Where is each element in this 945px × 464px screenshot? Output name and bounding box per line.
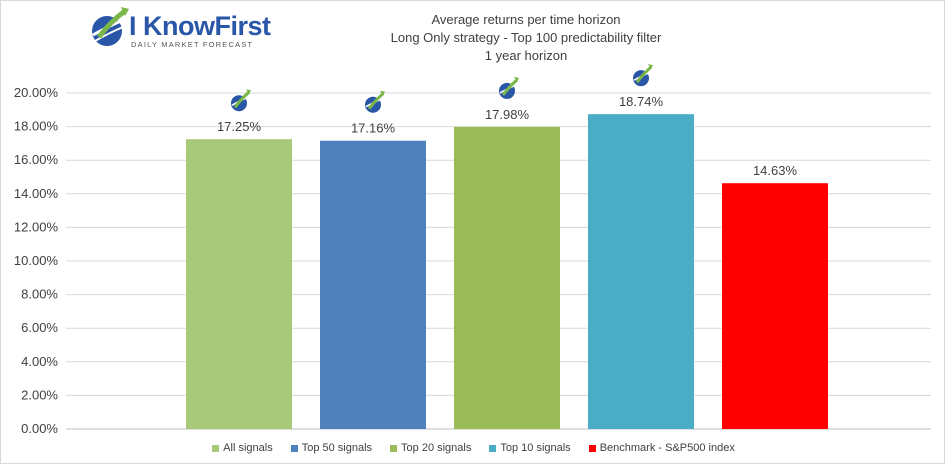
y-tick-label: 0.00% bbox=[21, 421, 58, 436]
bar bbox=[722, 183, 828, 429]
bar bbox=[186, 139, 292, 429]
legend-item: Top 50 signals bbox=[290, 442, 373, 454]
legend-swatch bbox=[588, 444, 596, 452]
bar-chart-plot: 0.00% 2.00% 4.00% 6.00% 8.00% 10.00% 12.00% 14.… bbox=[14, 64, 931, 436]
legend-swatch bbox=[390, 444, 398, 452]
y-tick-label: 2.00% bbox=[21, 387, 58, 402]
legend-label: Benchmark - S&P500 index bbox=[599, 442, 735, 454]
bar-data-label: 17.98% bbox=[485, 107, 530, 122]
legend-swatch bbox=[290, 444, 298, 452]
chart-title: Average returns per time horizon bbox=[431, 12, 621, 27]
legend-label: Top 10 signals bbox=[500, 442, 571, 454]
legend-label: Top 20 signals bbox=[401, 442, 472, 454]
logo-globe-icon bbox=[92, 7, 129, 46]
legend-swatch bbox=[212, 444, 220, 452]
bar-logo-icon bbox=[365, 90, 385, 113]
y-tick-label: 6.00% bbox=[21, 320, 58, 335]
logo-wordmark: I KnowFirst bbox=[129, 11, 271, 41]
bar-data-label: 17.16% bbox=[351, 121, 396, 136]
y-tick-label: 14.00% bbox=[14, 186, 59, 201]
bar-logo-icon bbox=[499, 76, 519, 99]
legend-item: Benchmark - S&P500 index bbox=[588, 442, 735, 454]
y-tick-label: 4.00% bbox=[21, 354, 58, 369]
bar-data-label: 17.25% bbox=[217, 119, 262, 134]
bar-data-label: 14.63% bbox=[753, 163, 798, 178]
legend-label: All signals bbox=[223, 442, 273, 454]
legend-label: Top 50 signals bbox=[301, 442, 373, 454]
bar bbox=[588, 114, 694, 429]
legend-swatch bbox=[489, 444, 497, 452]
legend-item: Top 10 signals bbox=[489, 442, 571, 454]
chart-subtitle: Long Only strategy - Top 100 predictabil… bbox=[390, 30, 662, 45]
y-tick-label: 18.00% bbox=[14, 119, 59, 134]
company-logo: I KnowFirst DAILY MARKET FORECAST bbox=[87, 7, 271, 51]
chart-legend: All signals Top 50 signals Top 20 signals T… bbox=[1, 442, 945, 454]
logo-tagline: DAILY MARKET FORECAST bbox=[131, 40, 254, 49]
bar-data-label: 18.74% bbox=[619, 94, 664, 109]
bar-logo-icon bbox=[633, 64, 653, 87]
y-tick-label: 16.00% bbox=[14, 152, 59, 167]
bar bbox=[454, 126, 560, 429]
y-tick-label: 20.00% bbox=[14, 85, 59, 100]
y-tick-label: 8.00% bbox=[21, 287, 58, 302]
legend-item: All signals bbox=[212, 442, 273, 454]
chart-subtitle-horizon: 1 year horizon bbox=[484, 48, 568, 63]
y-tick-label: 12.00% bbox=[14, 219, 59, 234]
bar-logo-icon bbox=[231, 89, 251, 112]
y-tick-label: 10.00% bbox=[14, 253, 59, 268]
bar bbox=[320, 140, 426, 429]
chart-titles: Average returns per time horizon Long On… bbox=[301, 11, 751, 65]
legend-item: Top 20 signals bbox=[390, 442, 471, 454]
